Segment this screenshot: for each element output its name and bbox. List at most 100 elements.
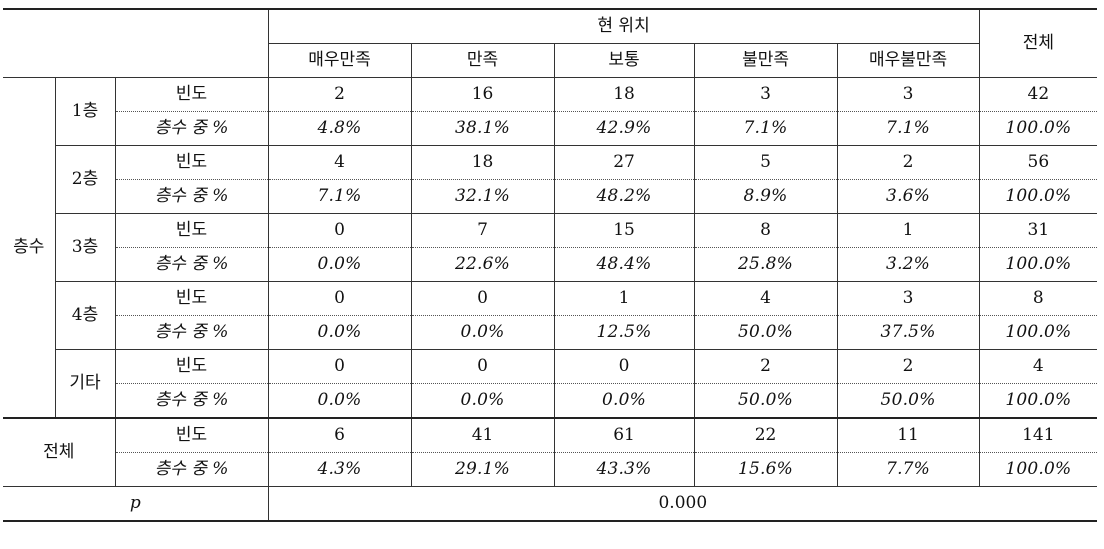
freq-cell: 8: [693, 213, 838, 248]
total-freq-row: 전체 빈도 6 41 61 22 11 141: [3, 418, 1098, 487]
freq-label: 빈도: [114, 349, 269, 384]
pct-cell: 22.6%: [410, 247, 555, 282]
pct-cell: 0.0%: [267, 383, 412, 419]
freq-row: 기타 빈도 0 0 0 2 2 4: [3, 349, 1098, 419]
freq-cell: 2: [836, 349, 980, 384]
freq-cell: 27: [553, 145, 695, 180]
freq-cell: 4: [978, 349, 1098, 384]
pct-cell: 100.0%: [978, 383, 1098, 419]
freq-cell: 8: [978, 281, 1098, 316]
total-pct-cell: 43.3%: [553, 452, 695, 487]
floor-label: 1층: [54, 77, 115, 146]
freq-cell: 3: [836, 77, 980, 112]
freq-cell: 0: [410, 349, 555, 384]
pct-cell: 100.0%: [978, 315, 1098, 350]
header-row-1: 현 위치 전체: [3, 8, 1098, 78]
pct-label: 층수 중 %: [114, 247, 269, 282]
pct-label: 층수 중 %: [114, 452, 269, 487]
floor-label: 기타: [54, 349, 115, 419]
freq-cell: 1: [836, 213, 980, 248]
pct-cell: 0.0%: [267, 247, 412, 282]
total-pct-cell: 15.6%: [693, 452, 838, 487]
pct-cell: 48.2%: [553, 179, 695, 214]
column-header: 만족: [410, 43, 555, 78]
freq-cell: 4: [693, 281, 838, 316]
total-freq-cell: 6: [267, 418, 412, 453]
total-column-header: 전체: [978, 8, 1098, 78]
pct-cell: 100.0%: [978, 247, 1098, 282]
total-pct-cell: 4.3%: [267, 452, 412, 487]
floor-label: 2층: [54, 145, 115, 214]
total-freq-cell: 61: [553, 418, 695, 453]
total-pct-cell: 29.1%: [410, 452, 555, 487]
p-value: 0.000: [267, 486, 1098, 522]
pct-cell: 32.1%: [410, 179, 555, 214]
floor-label: 3층: [54, 213, 115, 282]
column-header: 매우만족: [267, 43, 412, 78]
pct-cell: 37.5%: [836, 315, 980, 350]
pct-cell: 100.0%: [978, 111, 1098, 146]
pct-cell: 7.1%: [836, 111, 980, 146]
pct-label: 층수 중 %: [114, 383, 269, 419]
freq-label: 빈도: [114, 281, 269, 316]
row-group-label: 층수: [3, 77, 55, 419]
total-pct-cell: 100.0%: [978, 452, 1098, 487]
pct-row: 층수 중 % 0.0% 22.6% 48.4% 25.8% 3.2% 100.0%: [3, 247, 1098, 282]
pct-cell: 48.4%: [553, 247, 695, 282]
pct-cell: 50.0%: [836, 383, 980, 419]
freq-cell: 18: [553, 77, 695, 112]
total-pct-cell: 7.7%: [836, 452, 980, 487]
freq-cell: 4: [267, 145, 412, 180]
freq-row: 2층 빈도 4 18 27 5 2 56: [3, 145, 1098, 214]
total-row-label: 전체: [3, 418, 115, 487]
freq-row: 4층 빈도 0 0 1 4 3 8: [3, 281, 1098, 350]
p-label: p: [3, 486, 269, 522]
freq-cell: 0: [267, 349, 412, 384]
freq-cell: 18: [410, 145, 555, 180]
total-freq-cell: 141: [978, 418, 1098, 453]
pct-cell: 0.0%: [410, 383, 555, 419]
pct-cell: 25.8%: [693, 247, 838, 282]
pct-cell: 12.5%: [553, 315, 695, 350]
pct-row: 층수 중 % 0.0% 0.0% 0.0% 50.0% 50.0% 100.0%: [3, 383, 1098, 419]
pct-cell: 3.2%: [836, 247, 980, 282]
freq-cell: 16: [410, 77, 555, 112]
pct-cell: 50.0%: [693, 383, 838, 419]
pct-row: 층수 중 % 0.0% 0.0% 12.5% 50.0% 37.5% 100.0%: [3, 315, 1098, 350]
freq-cell: 2: [267, 77, 412, 112]
crosstab-table: 현 위치 전체 매우만족 만족 보통 불만족 매우불만족 층수 1층 빈도 2 16 18…: [3, 8, 1098, 522]
pct-cell: 0.0%: [553, 383, 695, 419]
header-row-2: 매우만족 만족 보통 불만족 매우불만족: [3, 43, 1097, 78]
pct-label: 층수 중 %: [114, 179, 269, 214]
floor-label: 4층: [54, 281, 115, 350]
freq-cell: 0: [410, 281, 555, 316]
freq-cell: 31: [978, 213, 1098, 248]
freq-cell: 2: [693, 349, 838, 384]
freq-cell: 5: [693, 145, 838, 180]
pct-cell: 0.0%: [267, 315, 412, 350]
pct-cell: 100.0%: [978, 179, 1098, 214]
pct-cell: 7.1%: [693, 111, 838, 146]
freq-cell: 2: [836, 145, 980, 180]
pct-cell: 8.9%: [693, 179, 838, 214]
freq-cell: 3: [836, 281, 980, 316]
total-freq-cell: 11: [836, 418, 980, 453]
pct-label: 층수 중 %: [114, 315, 269, 350]
pct-label: 층수 중 %: [114, 111, 269, 146]
column-group-header: 현 위치: [267, 8, 980, 44]
p-value-row: p 0.000: [3, 486, 1098, 522]
pct-cell: 42.9%: [553, 111, 695, 146]
column-header: 보통: [553, 43, 695, 78]
freq-cell: 0: [553, 349, 695, 384]
freq-cell: 7: [410, 213, 555, 248]
freq-cell: 15: [553, 213, 695, 248]
total-freq-cell: 22: [693, 418, 838, 453]
total-freq-cell: 41: [410, 418, 555, 453]
freq-label: 빈도: [114, 213, 269, 248]
pct-cell: 38.1%: [410, 111, 555, 146]
freq-cell: 1: [553, 281, 695, 316]
freq-row: 3층 빈도 0 7 15 8 1 31: [3, 213, 1098, 282]
freq-cell: 0: [267, 281, 412, 316]
column-header: 불만족: [693, 43, 838, 78]
pct-cell: 3.6%: [836, 179, 980, 214]
